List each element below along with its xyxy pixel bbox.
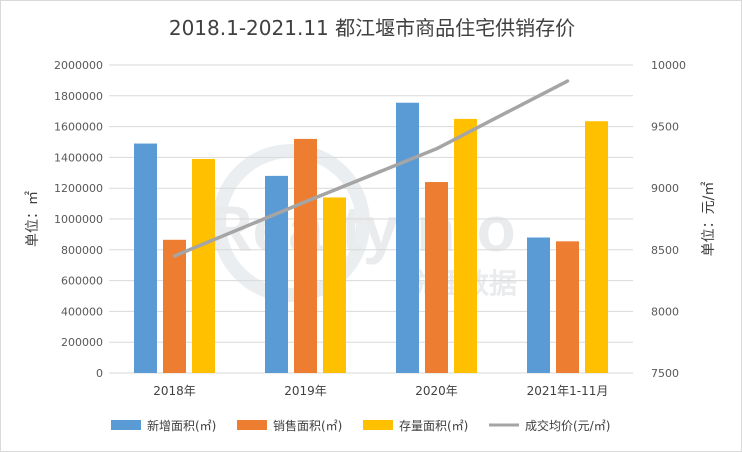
- right-axis-ticks: 7500 8000 8500 9000 9500 10000: [651, 59, 686, 380]
- gridlines: [109, 64, 633, 374]
- x-category-label: 2021年1-11月: [527, 384, 609, 398]
- left-tick-label: 400000: [61, 305, 103, 318]
- legend-label: 成交均价(元/㎡): [525, 418, 610, 433]
- left-tick-label: 800000: [61, 244, 103, 257]
- legend-swatch: [363, 420, 393, 430]
- left-tick-label: 1000000: [54, 213, 103, 226]
- right-tick-label: 10000: [651, 59, 686, 72]
- watermark-ring: [212, 144, 370, 302]
- legend-swatch: [237, 420, 267, 430]
- x-axis-labels: 2018年 2019年 2020年 2021年1-11月: [153, 384, 608, 398]
- legend-label: 新增面积(㎡): [147, 418, 216, 433]
- right-tick-label: 8500: [651, 244, 679, 257]
- left-axis-label: 单位：㎡: [25, 191, 41, 247]
- left-axis-ticks: 0 200000 400000 600000 800000 1000000 1200000 1…: [54, 59, 103, 380]
- price-line: [172, 79, 570, 258]
- bar: [556, 241, 579, 373]
- legend-swatch: [111, 420, 141, 430]
- bar: [163, 239, 186, 373]
- bar: [134, 143, 157, 373]
- bar: [454, 118, 477, 374]
- bar: [396, 102, 419, 373]
- left-tick-label: 1800000: [54, 90, 103, 103]
- legend-label: 存量面积(㎡): [399, 419, 468, 433]
- bar: [192, 158, 215, 373]
- right-axis-label: 单位：元/㎡: [701, 182, 717, 257]
- right-tick-label: 9500: [651, 121, 679, 134]
- legend: 新增面积(㎡) 销售面积(㎡) 存量面积(㎡) 成交均价(元/㎡): [111, 418, 610, 433]
- right-tick-label: 7500: [651, 367, 679, 380]
- left-tick-label: 1200000: [54, 182, 103, 195]
- bar: [585, 121, 608, 374]
- left-tick-label: 1600000: [54, 121, 103, 134]
- chart-title: 2018.1-2021.11 都江堰市商品住宅供销存价: [169, 16, 575, 40]
- x-category-label: 2019年: [284, 384, 327, 398]
- left-tick-label: 600000: [61, 275, 103, 288]
- x-category-label: 2018年: [153, 384, 196, 398]
- legend-label: 销售面积(㎡): [273, 418, 342, 433]
- bars: [134, 102, 608, 374]
- line-series: [172, 79, 570, 258]
- x-category-label: 2020年: [415, 384, 458, 398]
- bar: [425, 182, 448, 373]
- right-tick-label: 9000: [651, 182, 679, 195]
- right-tick-label: 8000: [651, 305, 679, 318]
- bar: [323, 197, 346, 373]
- left-tick-label: 2000000: [54, 59, 103, 72]
- bar: [527, 237, 550, 373]
- bar: [294, 138, 317, 373]
- left-tick-label: 0: [96, 367, 103, 380]
- left-tick-label: 1400000: [54, 151, 103, 164]
- left-tick-label: 200000: [61, 336, 103, 349]
- bar: [265, 175, 288, 373]
